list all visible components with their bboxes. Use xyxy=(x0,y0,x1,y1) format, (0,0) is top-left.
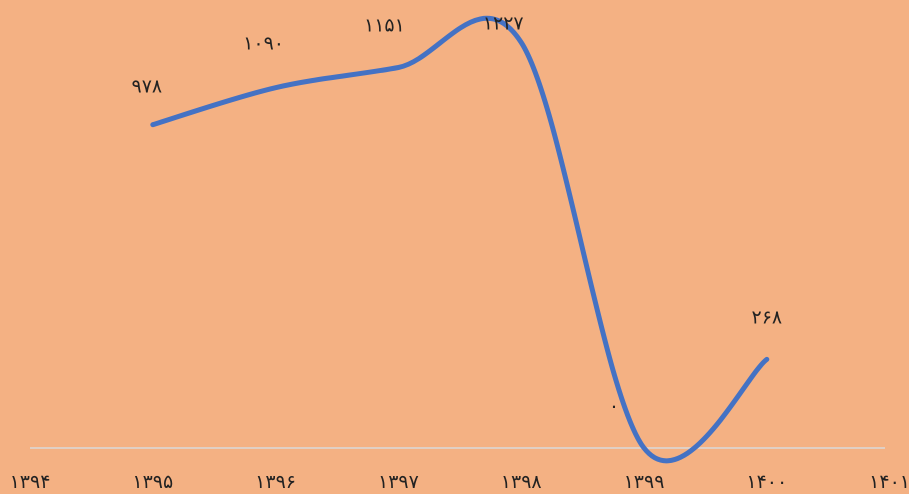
data-label: ۱۲۲۷ xyxy=(483,12,524,34)
x-tick-label: ۱۳۹۶ xyxy=(255,471,296,493)
data-label: ۹۷۸ xyxy=(131,76,162,98)
x-tick-label: ۱۳۹۸ xyxy=(501,471,542,493)
data-label: ۰ xyxy=(609,395,619,417)
data-label: ۱۰۹۰ xyxy=(243,33,284,55)
x-tick-label: ۱۴۰۰ xyxy=(746,471,787,493)
x-axis-ticks: ۱۳۹۴ ۱۳۹۵ ۱۳۹۶ ۱۳۹۷ ۱۳۹۸ ۱۳۹۹ ۱۴۰۰ ۱۴۰۱ xyxy=(10,471,909,493)
x-tick-label: ۱۳۹۴ xyxy=(10,471,51,493)
x-tick-label: ۱۴۰۱ xyxy=(869,471,909,493)
x-tick-label: ۱۳۹۹ xyxy=(624,471,665,493)
series-line xyxy=(150,15,770,464)
data-label: ۲۶۸ xyxy=(751,306,782,328)
data-label: ۱۱۵۱ xyxy=(364,14,405,36)
x-tick-label: ۱۳۹۷ xyxy=(378,471,419,493)
data-labels: ۹۷۸ ۱۰۹۰ ۱۱۵۱ ۱۲۲۷ ۰ ۲۶۸ xyxy=(131,12,782,417)
x-tick-label: ۱۳۹۵ xyxy=(132,471,173,493)
